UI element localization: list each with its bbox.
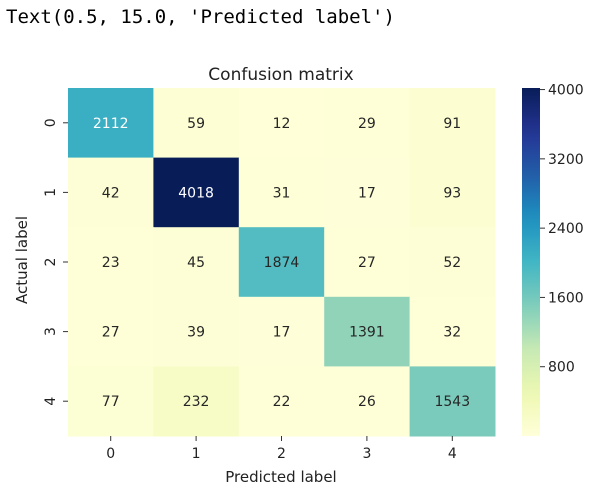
colorbar-tick-label-2: 2400: [548, 221, 584, 237]
cell-value-label-3-1: 39: [187, 325, 205, 341]
heatmap-cell-4-1: [153, 366, 240, 437]
cell-value-label-2-3: 27: [358, 255, 376, 271]
heatmap-cell-3-2: [238, 296, 325, 367]
y-axis-label: Actual label: [13, 216, 31, 304]
heatmap-cell-1-3: [324, 157, 411, 228]
heatmap-cell-0-1: [153, 88, 240, 159]
heatmap-cell-4-3: [324, 366, 411, 437]
cell-value-label-2-4: 52: [443, 255, 461, 271]
cell-value-label-3-2: 17: [273, 325, 291, 341]
x-tick-label-3: 3: [362, 446, 371, 462]
x-tick-label-0: 0: [106, 446, 115, 462]
heatmap-cell-1-1: [153, 157, 240, 228]
heatmap-cell-0-2: [238, 88, 325, 159]
cell-value-label-0-0: 2112: [93, 116, 129, 132]
cell-value-label-4-3: 26: [358, 394, 376, 410]
y-tick-label-2: 2: [43, 258, 59, 267]
heatmap-cell-0-4: [409, 88, 496, 159]
heatmap-cell-4-4: [409, 366, 496, 437]
heatmap-cell-3-3: [324, 296, 411, 367]
cell-value-label-4-4: 1543: [434, 394, 470, 410]
cell-value-label-0-2: 12: [273, 116, 291, 132]
cell-value-label-0-1: 59: [187, 116, 205, 132]
cell-value-label-3-4: 32: [443, 325, 461, 341]
colorbar: [522, 88, 540, 436]
x-tick-label-4: 4: [448, 446, 457, 462]
chart-title: Confusion matrix: [208, 65, 353, 85]
heatmap-cell-1-4: [409, 157, 496, 228]
x-tick-label-2: 2: [277, 446, 286, 462]
heatmap-cell-0-3: [324, 88, 411, 159]
y-tick-label-0: 0: [43, 118, 59, 127]
cell-value-label-0-4: 91: [443, 116, 461, 132]
heatmap-cell-4-2: [238, 366, 325, 437]
heatmap-cell-2-0: [68, 227, 154, 298]
heatmap-cell-2-4: [409, 227, 496, 298]
cell-output-text: Text(0.5, 15.0, 'Predicted label'): [6, 6, 395, 28]
heatmap-cell-0-0: [68, 88, 154, 159]
cell-value-label-3-3: 1391: [349, 325, 385, 341]
heatmap-cell-1-0: [68, 157, 154, 228]
colorbar-tick-label-0: 800: [548, 360, 575, 376]
cell-value-label-1-0: 42: [102, 185, 120, 201]
cell-value-label-2-1: 45: [187, 255, 205, 271]
y-tick-label-4: 4: [43, 397, 59, 406]
cell-value-label-2-2: 1874: [264, 255, 300, 271]
heatmap-cell-4-0: [68, 366, 154, 437]
cell-value-label-1-1: 4018: [178, 185, 214, 201]
heatmap-cell-2-3: [324, 227, 411, 298]
cell-value-label-4-1: 232: [183, 394, 210, 410]
colorbar-tick-label-3: 3200: [548, 152, 584, 168]
heatmap-cell-2-1: [153, 227, 240, 298]
cell-value-label-1-3: 17: [358, 185, 376, 201]
colorbar-tick-label-4: 4000: [548, 83, 584, 99]
cell-value-label-0-3: 29: [358, 116, 376, 132]
heatmap-cell-3-1: [153, 296, 240, 367]
y-tick-label-1: 1: [43, 188, 59, 197]
heatmap-cell-3-4: [409, 296, 496, 367]
cell-value-label-4-0: 77: [102, 394, 120, 410]
colorbar-tick-label-1: 1600: [548, 290, 584, 306]
heatmap-cell-3-0: [68, 296, 154, 367]
y-tick-label-3: 3: [43, 327, 59, 336]
cell-value-label-4-2: 22: [273, 394, 291, 410]
cell-value-label-1-2: 31: [273, 185, 291, 201]
cell-value-label-2-0: 23: [102, 255, 120, 271]
cell-value-label-1-4: 93: [443, 185, 461, 201]
x-tick-label-1: 1: [192, 446, 201, 462]
x-axis-label: Predicted label: [225, 468, 336, 486]
cell-value-label-3-0: 27: [102, 325, 120, 341]
heatmap-cell-1-2: [238, 157, 325, 228]
heatmap-cell-2-2: [238, 227, 325, 298]
